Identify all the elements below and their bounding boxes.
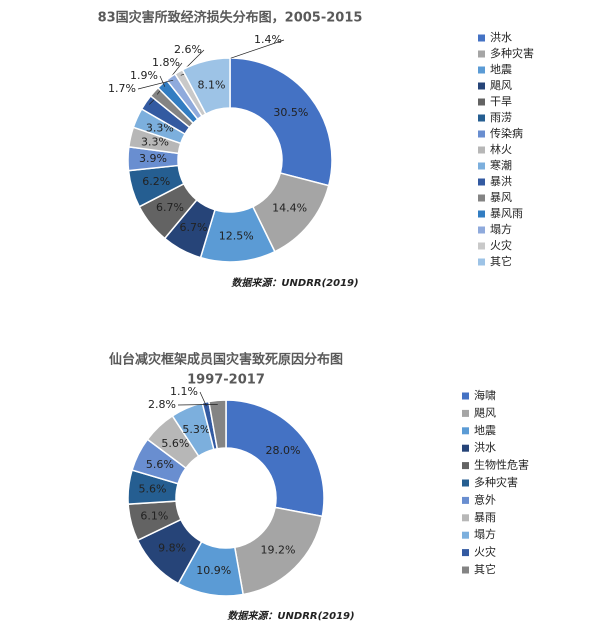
value-label: 3.3%: [146, 121, 174, 134]
legend-swatch: [462, 409, 469, 417]
legend-swatch: [478, 194, 485, 202]
legend-swatch: [478, 146, 485, 154]
source-note: 数据来源：UNDRR(2019): [231, 277, 358, 289]
legend-label: 干旱: [490, 95, 512, 108]
legend-label: 雨涝: [490, 111, 512, 124]
chart-title: 83国灾害所致经济损失分布图，2005-2015: [98, 10, 363, 26]
legend-swatch: [462, 566, 469, 574]
legend-label: 火灾: [474, 545, 496, 559]
legend-swatch: [478, 130, 485, 138]
value-label: 5.3%: [182, 423, 210, 436]
legend-swatch: [462, 427, 469, 435]
legend-swatch: [478, 50, 485, 58]
legend-label: 多种灾害: [490, 46, 534, 60]
legend-swatch: [478, 226, 485, 234]
legend-label: 地震: [490, 63, 512, 76]
legend-label: 多种灾害: [474, 475, 518, 489]
value-label: 19.2%: [261, 544, 296, 557]
value-label: 3.9%: [139, 152, 167, 165]
legend-label: 洪水: [474, 440, 496, 454]
legend-swatch: [478, 114, 485, 122]
legend-label: 意外: [474, 492, 496, 506]
donut-slice: [229, 57, 333, 187]
legend-label: 飓风: [474, 406, 496, 419]
legend-label: 火灾: [490, 238, 512, 252]
chart-subtitle: 1997-2017: [187, 373, 265, 388]
legend-label: 暴风: [490, 191, 512, 204]
value-label: 30.5%: [273, 106, 308, 119]
chart-title: 仙台减灾框架成员国灾害致死原因分布图: [109, 352, 343, 368]
legend-swatch: [478, 178, 485, 186]
source-note: 数据来源：UNDRR(2019): [227, 610, 354, 622]
value-label: 5.6%: [138, 483, 166, 496]
value-label: 8.1%: [198, 78, 226, 91]
legend-label: 塌方: [490, 222, 512, 236]
value-label: 14.4%: [272, 202, 307, 215]
leader-line: [137, 79, 174, 90]
leader-line: [177, 404, 218, 406]
value-label: 1.8%: [152, 56, 180, 69]
legend-label: 暴雨: [474, 511, 496, 524]
value-label: 9.8%: [158, 542, 186, 555]
legend-label: 海啸: [474, 388, 496, 402]
legend-label: 塌方: [474, 527, 496, 541]
legend-swatch: [478, 34, 485, 42]
legend-label: 地震: [474, 424, 496, 437]
legend-label: 寒潮: [490, 158, 512, 172]
legend-label: 传染病: [490, 126, 523, 140]
legend-swatch: [478, 162, 485, 170]
value-label: 28.0%: [266, 444, 301, 457]
value-label: 1.7%: [108, 82, 136, 95]
value-label: 5.6%: [161, 437, 189, 450]
legend-swatch: [462, 514, 469, 522]
legend-label: 飓风: [490, 79, 512, 92]
value-label: 6.1%: [140, 510, 168, 523]
legend-swatch: [462, 462, 469, 470]
value-label: 2.6%: [174, 43, 202, 56]
legend-swatch: [478, 66, 485, 74]
legend-label: 其它: [490, 254, 512, 268]
legend-swatch: [478, 82, 485, 90]
legend-label: 其它: [474, 562, 496, 576]
value-label: 1.4%: [254, 33, 282, 46]
legend-swatch: [478, 242, 485, 250]
value-label: 5.6%: [146, 458, 174, 471]
legend-label: 洪水: [490, 30, 512, 44]
legend-swatch: [462, 496, 469, 504]
legend-swatch: [462, 531, 469, 539]
legend-swatch: [462, 392, 469, 400]
leader-line: [199, 391, 207, 407]
leader-line: [159, 75, 166, 87]
value-label: 6.7%: [180, 221, 208, 234]
legend-label: 暴风雨: [490, 207, 523, 220]
legend-swatch: [462, 549, 469, 557]
value-label: 6.2%: [142, 175, 170, 188]
legend-swatch: [462, 479, 469, 487]
legend-swatch: [478, 98, 485, 106]
donut-slice: [225, 399, 325, 518]
value-label: 10.9%: [196, 564, 231, 577]
value-label: 3.3%: [141, 136, 169, 149]
donut-slice: [181, 57, 231, 116]
donut-slice: [207, 399, 227, 450]
legend-swatch: [478, 258, 485, 266]
value-label: 6.7%: [156, 201, 184, 214]
legend-label: 林火: [490, 142, 512, 156]
legend-label: 生物性危害: [474, 458, 529, 472]
legend-label: 暴洪: [490, 174, 512, 188]
legend-swatch: [462, 444, 469, 452]
legend-swatch: [478, 210, 485, 218]
value-label: 1.1%: [170, 385, 198, 398]
value-label: 1.9%: [130, 69, 158, 82]
value-label: 12.5%: [219, 230, 254, 243]
value-label: 2.8%: [148, 398, 176, 411]
